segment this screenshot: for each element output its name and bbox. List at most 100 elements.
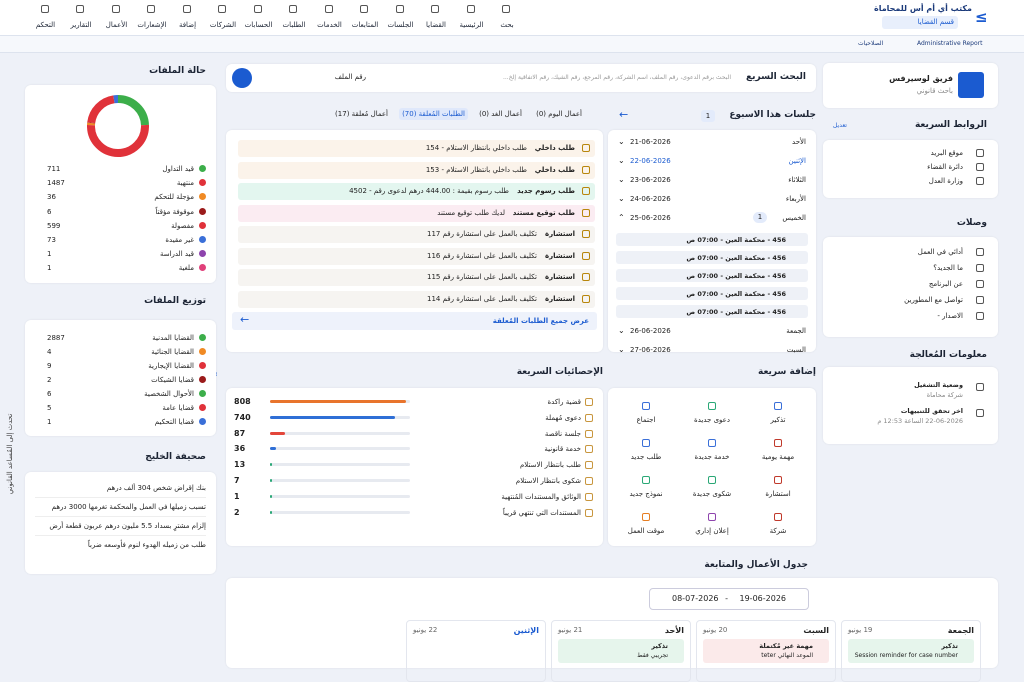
week-date: 21-06-2026 xyxy=(630,138,671,146)
legend-label: قضايا عامة xyxy=(162,404,194,412)
quick-link[interactable]: وزارة العدل xyxy=(928,177,963,185)
assistant-tab[interactable]: تحدث إلى المُساعد القانوني xyxy=(6,413,14,495)
requests-footer[interactable]: عرض جميع الطلبات المُعلقة ← xyxy=(232,312,597,330)
stats-card: قضية راكدة 808 دعوى مُهملة 740 جلسة ناقصة 87 خ… xyxy=(208,368,603,546)
nav-item[interactable]: الرئيسية xyxy=(457,3,487,33)
nav-icon xyxy=(466,5,475,13)
quick-add-item[interactable]: اجتماع xyxy=(616,402,676,432)
quick-add-label: تذكير xyxy=(770,416,786,424)
quick-add-label: موقت العمل xyxy=(627,527,665,535)
nav-item[interactable]: التحكم xyxy=(31,3,61,33)
legend-value: 1 xyxy=(47,418,52,426)
schedule-entry[interactable]: تذكير Session reminder for case number xyxy=(848,639,974,663)
news-divider xyxy=(35,535,206,536)
request-item[interactable]: استشارة تكليف بالعمل على استشارة رقم 117 xyxy=(238,226,595,243)
link[interactable]: أدائي في العمل xyxy=(917,248,963,256)
nav-item[interactable]: إضافة xyxy=(173,3,203,33)
nav-item[interactable]: الجلسات xyxy=(386,3,416,33)
link[interactable]: الاصدار - xyxy=(937,312,963,320)
link-icon xyxy=(976,149,984,157)
quick-add-item[interactable]: استشارة xyxy=(748,476,808,506)
request-item[interactable]: استشارة تكليف بالعمل على استشارة رقم 114 xyxy=(238,290,595,308)
session[interactable]: 456 - محكمة العين - 07:00 ص xyxy=(616,305,808,318)
legend-dot xyxy=(199,207,206,215)
report-link[interactable]: Administrative Report xyxy=(917,40,983,47)
request-text: طلب داخلي بانتظار الاستلام - 154 xyxy=(425,144,527,152)
nav-label: الطلبات xyxy=(282,21,306,29)
chevron: ⌄ xyxy=(618,345,625,354)
nav-item[interactable]: الإشعارات xyxy=(137,3,167,33)
back-arrow[interactable]: ← xyxy=(619,108,629,121)
link[interactable]: ما الجديد؟ xyxy=(933,264,963,272)
schedule-entry[interactable]: مهمة غير مُكتملة الموعد النهائي teter xyxy=(703,639,829,663)
quick-add-label: طلب جديد xyxy=(630,453,662,461)
quick-add-item[interactable]: شكوى جديدة xyxy=(682,476,742,506)
edit-link[interactable]: تعديل xyxy=(833,122,847,129)
nav-item[interactable]: الحسابات xyxy=(244,3,274,33)
stat-value: 36 xyxy=(234,444,246,454)
request-item[interactable]: طلب داخلي طلب داخلي بانتظار الاستلام - 15… xyxy=(238,140,595,157)
stat-bar xyxy=(270,510,272,514)
search-field[interactable]: رقم الملف xyxy=(334,73,366,81)
nav-icon xyxy=(147,5,155,13)
search-button[interactable] xyxy=(232,68,252,88)
department-select[interactable]: قسم القضايا xyxy=(882,16,958,29)
quick-add-item[interactable]: مهمة يومية xyxy=(748,439,808,469)
nav-item[interactable]: الأعمال xyxy=(102,3,132,33)
day-date: 19 يونيو xyxy=(848,626,873,634)
session[interactable]: 456 - محكمة العين - 07:00 ص xyxy=(616,269,808,282)
nav-item[interactable]: الشركات xyxy=(208,3,238,33)
schedule-entry[interactable]: تذكير تجريبي فقط xyxy=(558,639,684,663)
logo: ≤ xyxy=(975,8,988,26)
quick-add-item[interactable]: موقت العمل xyxy=(616,513,676,543)
quick-add-item[interactable]: دعوى جديدة xyxy=(682,402,742,432)
link[interactable]: تواصل مع المطورين xyxy=(904,296,963,304)
permissions-link[interactable]: الصلاحيات xyxy=(858,40,884,47)
quick-link[interactable]: دائرة القضاء xyxy=(927,163,963,171)
file-status-title: حالة الملفات xyxy=(149,66,206,76)
nav-item[interactable]: الخدمات xyxy=(315,3,345,33)
news-item[interactable]: إلزام مشترٍ بسداد 5.5 مليون درهم عربون ق… xyxy=(49,522,206,530)
request-item[interactable]: استشارة تكليف بالعمل على استشارة رقم 115 xyxy=(238,269,595,286)
session[interactable]: 456 - محكمة العين - 07:00 ص xyxy=(616,287,808,300)
nav-item[interactable]: المتابعات xyxy=(350,3,380,33)
quick-add-icon xyxy=(642,513,650,521)
request-item[interactable]: طلب داخلي طلب داخلي بانتظار الاستلام - 15… xyxy=(238,161,595,179)
navbar xyxy=(0,0,1024,36)
news-item[interactable]: طلب من زميله الهدوء لنوم فأوسعه ضرباً xyxy=(87,541,206,549)
nav-item[interactable]: التقارير xyxy=(66,3,96,33)
legend-label: مفصولة xyxy=(171,221,194,230)
request-item[interactable]: طلب توقيع مستند لديك طلب توقيع مستند xyxy=(238,204,595,222)
nav-item[interactable]: القضايا xyxy=(421,3,451,33)
nav-item[interactable]: الطلبات xyxy=(279,3,309,33)
quick-add-item[interactable]: طلب جديد xyxy=(616,439,676,469)
legend-value: 9 xyxy=(47,362,52,370)
donut-segment xyxy=(87,95,149,157)
session[interactable]: 456 - محكمة العين - 07:00 ص xyxy=(616,233,808,246)
quick-link[interactable]: موقع البريد xyxy=(930,149,963,157)
link[interactable]: عن البرنامج xyxy=(928,280,963,288)
session[interactable]: 456 - محكمة العين - 07:00 ص xyxy=(616,251,808,264)
tab[interactable]: أعمال الغد (0) xyxy=(479,110,522,118)
date-range[interactable]: 19-06-2026 - 08-07-2026 xyxy=(649,588,809,610)
search-placeholder[interactable]: البحث برقم الدعوى، رقم الملف، اسم الشركة… xyxy=(502,74,731,81)
tab[interactable]: أعمال مُعلقة (17) xyxy=(335,110,388,118)
tab[interactable]: الطلبات المُعلقة (70) xyxy=(399,108,468,120)
profile-name: فريق لوسيرفس xyxy=(889,74,953,83)
request-item[interactable]: طلب رسوم جديد طلب رسوم بقيمة : 444.00 دره… xyxy=(238,183,595,200)
footer-text: عرض جميع الطلبات المُعلقة xyxy=(492,317,589,325)
news-item[interactable]: بنك إقراض شخص 304 ألف درهم xyxy=(106,484,206,492)
quick-add-item[interactable]: إعلان إداري xyxy=(682,513,742,543)
stat-track xyxy=(270,494,410,498)
quick-add-item[interactable]: نموذج جديد xyxy=(616,476,676,506)
request-item[interactable]: استشارة تكليف بالعمل على استشارة رقم 116 xyxy=(238,247,595,265)
session-text: 456 - محكمة العين - 07:00 ص xyxy=(686,272,786,280)
quick-add-item[interactable]: شركة xyxy=(748,513,808,543)
quick-add-item[interactable]: خدمة جديدة xyxy=(682,439,742,469)
tab[interactable]: أعمال اليوم (0) xyxy=(536,110,582,118)
news-item[interactable]: تسبب زميلها في العمل والمحكمة تغرمها 300… xyxy=(51,503,206,511)
quick-add-item[interactable]: تذكير xyxy=(748,402,808,432)
week-title: جلسات هذا الاسبوع xyxy=(729,110,816,120)
stat-icon xyxy=(585,461,593,470)
nav-item[interactable]: بحث xyxy=(492,3,522,33)
